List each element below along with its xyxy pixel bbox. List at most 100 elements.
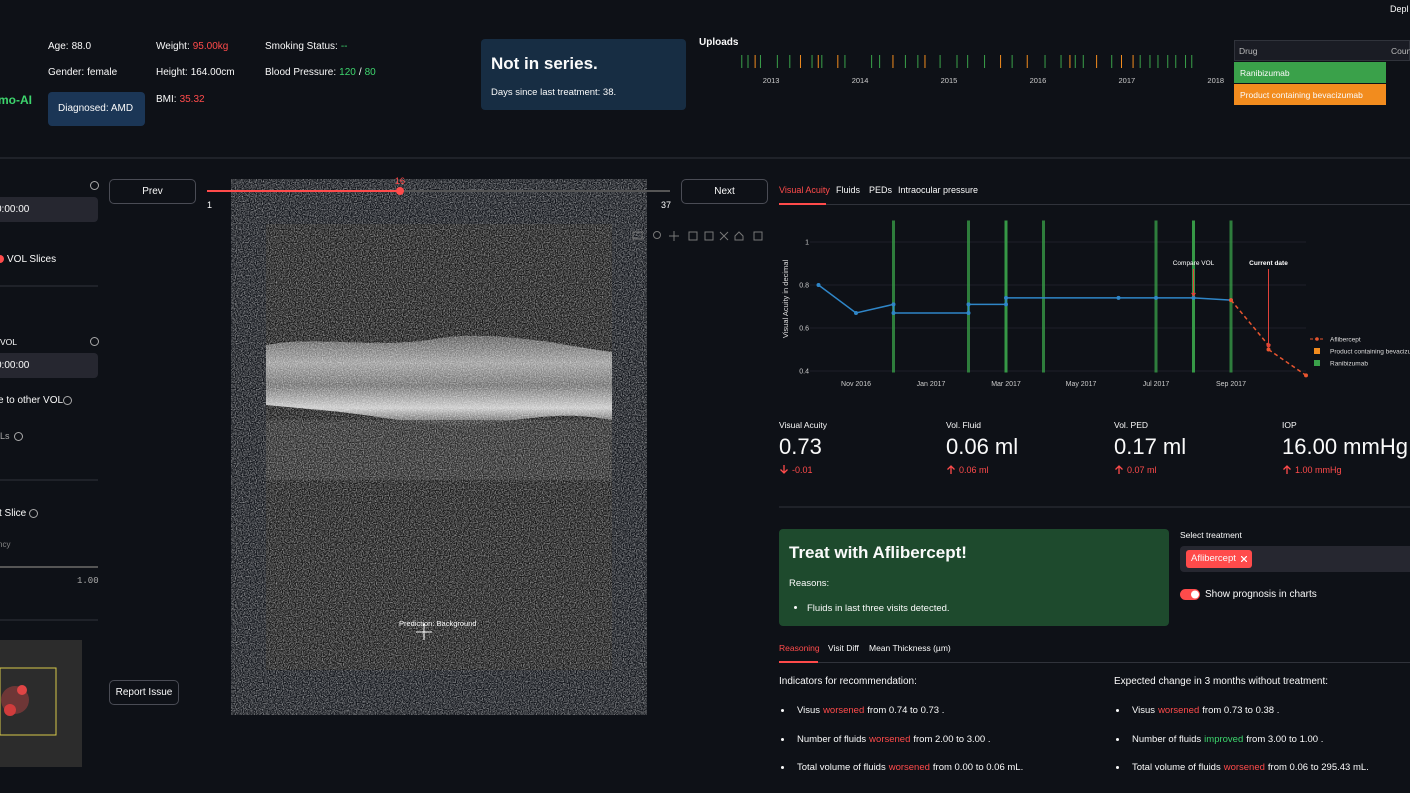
recommendation-title: Treat with Aflibercept! (789, 543, 967, 563)
point (817, 283, 821, 287)
reason: Fluids in last three visits detected. (807, 603, 950, 614)
subject: Number of fluids (1132, 734, 1201, 745)
toggle-label[interactable]: Show prognosis in charts (1205, 589, 1317, 600)
legend-label: Product containing bevacizumab (1330, 349, 1410, 356)
treatment-bar (892, 221, 895, 373)
bullet (781, 709, 784, 712)
tab[interactable]: Visual Acuity (779, 185, 830, 195)
metric-label: Visual Acuity (779, 420, 827, 430)
point (892, 302, 896, 306)
help-icon[interactable] (29, 509, 38, 518)
tab[interactable]: Visit Diff (828, 643, 859, 653)
metric-value: 0.73 (779, 434, 822, 460)
next-button[interactable]: Next (681, 179, 768, 204)
help-icon[interactable] (90, 181, 99, 190)
metric-value: 0.06 ml (946, 434, 1018, 460)
help-icon[interactable] (63, 396, 72, 405)
label[interactable]: e to other VOL (0, 395, 63, 406)
treatment-bar (1230, 221, 1233, 373)
tab[interactable]: Intraocular pressure (898, 185, 978, 195)
bullet (794, 606, 797, 609)
tab[interactable]: Mean Thickness (µm) (869, 643, 951, 653)
detail: from 0.00 to 0.06 mL. (933, 762, 1023, 773)
y-tick-label: 0.4 (799, 369, 809, 376)
detail: from 0.73 to 0.38 . (1202, 705, 1279, 716)
label: ncy (0, 540, 10, 549)
year-label: 2013 (763, 76, 780, 85)
metric-label: Vol. Fluid (946, 420, 981, 430)
point (1229, 298, 1233, 302)
bullet (781, 766, 784, 769)
report-button[interactable]: Report Issue (109, 680, 179, 705)
treatment-bar (967, 221, 970, 373)
chip-text: Aflibercept (1191, 553, 1236, 564)
list-item: Total volume of fluidsworsenedfrom 0.06 … (1132, 762, 1369, 773)
checkbox[interactable] (0, 255, 4, 263)
metric-value: 0.17 ml (1114, 434, 1186, 460)
x-tick-label: Nov 2016 (841, 381, 871, 388)
point (1154, 296, 1158, 300)
tab[interactable]: PEDs (869, 185, 892, 195)
legend-marker (1314, 348, 1320, 354)
status: worsened (869, 734, 910, 745)
delta-text: 0.06 ml (959, 465, 989, 475)
metric-delta: 1.00 mmHg (1282, 465, 1342, 475)
tab-active (779, 661, 818, 663)
list-item: Visusworsenedfrom 0.73 to 0.38 . (1132, 705, 1279, 716)
slider-min: 1 (207, 200, 212, 210)
checkbox-label[interactable]: VOL Slices (7, 254, 56, 265)
bullet (1116, 738, 1119, 741)
delta-text: 0.07 ml (1127, 465, 1157, 475)
detail: from 2.00 to 3.00 . (913, 734, 990, 745)
tab-active (779, 203, 826, 205)
reasons-label: Reasons: (789, 578, 829, 589)
status: worsened (823, 705, 864, 716)
year-label: 2016 (1030, 76, 1047, 85)
y-tick-label: 0.8 (799, 283, 809, 290)
point (892, 311, 896, 315)
subject: Total volume of fluids (1132, 762, 1221, 773)
legend-label: Ranibizumab (1330, 361, 1368, 368)
arrow-head (1266, 345, 1271, 349)
x-tick-label: Mar 2017 (991, 381, 1021, 388)
list-item: Visusworsenedfrom 0.74 to 0.73 . (797, 705, 944, 716)
prediction: Prediction: Background (399, 619, 477, 628)
metric-label: Vol. PED (1114, 420, 1148, 430)
y-tick-label: 1 (805, 240, 809, 247)
oct-image (266, 224, 612, 670)
treatment-bar (1042, 221, 1045, 373)
prev-button[interactable]: Prev (109, 179, 196, 204)
image-toolbar[interactable] (633, 231, 762, 241)
slider-thumb[interactable] (396, 187, 404, 195)
list-item: Number of fluidsimprovedfrom 3.00 to 1.0… (1132, 734, 1323, 745)
slider-fill (207, 190, 400, 192)
legend-marker (1314, 360, 1320, 366)
annotation: Current date (1249, 260, 1288, 267)
tab[interactable]: Fluids (836, 185, 860, 195)
chip[interactable]: Aflibercept (1186, 550, 1252, 568)
slider-value: 16 (395, 176, 405, 186)
select[interactable]: 0:00:00 (0, 197, 98, 222)
help-icon[interactable] (14, 432, 23, 441)
point (967, 302, 971, 306)
select[interactable]: 0:00:00 (0, 353, 98, 378)
legend-marker (1315, 337, 1319, 341)
chip-remove[interactable] (1241, 556, 1247, 562)
uploads-timeline: 201320142015201620172018 (0, 0, 1410, 100)
tab-line (779, 662, 1410, 663)
list-title: Indicators for recommendation: (779, 676, 917, 687)
year-label: 2015 (941, 76, 958, 85)
metric-label: IOP (1282, 420, 1297, 430)
tab[interactable]: Reasoning (779, 643, 820, 653)
y-tick-label: 0.6 (799, 326, 809, 333)
help-icon[interactable] (90, 337, 99, 346)
point (1004, 302, 1008, 306)
delta-text: 1.00 mmHg (1295, 465, 1342, 475)
table-col: Drug (1239, 46, 1257, 56)
y-axis-label: Visual Acuity in decimal (781, 260, 790, 339)
delta-arrow (1114, 465, 1124, 474)
point (854, 311, 858, 315)
tab-line (779, 204, 1410, 205)
select-label: Select treatment (1180, 530, 1242, 540)
slider-max: 37 (661, 200, 671, 210)
